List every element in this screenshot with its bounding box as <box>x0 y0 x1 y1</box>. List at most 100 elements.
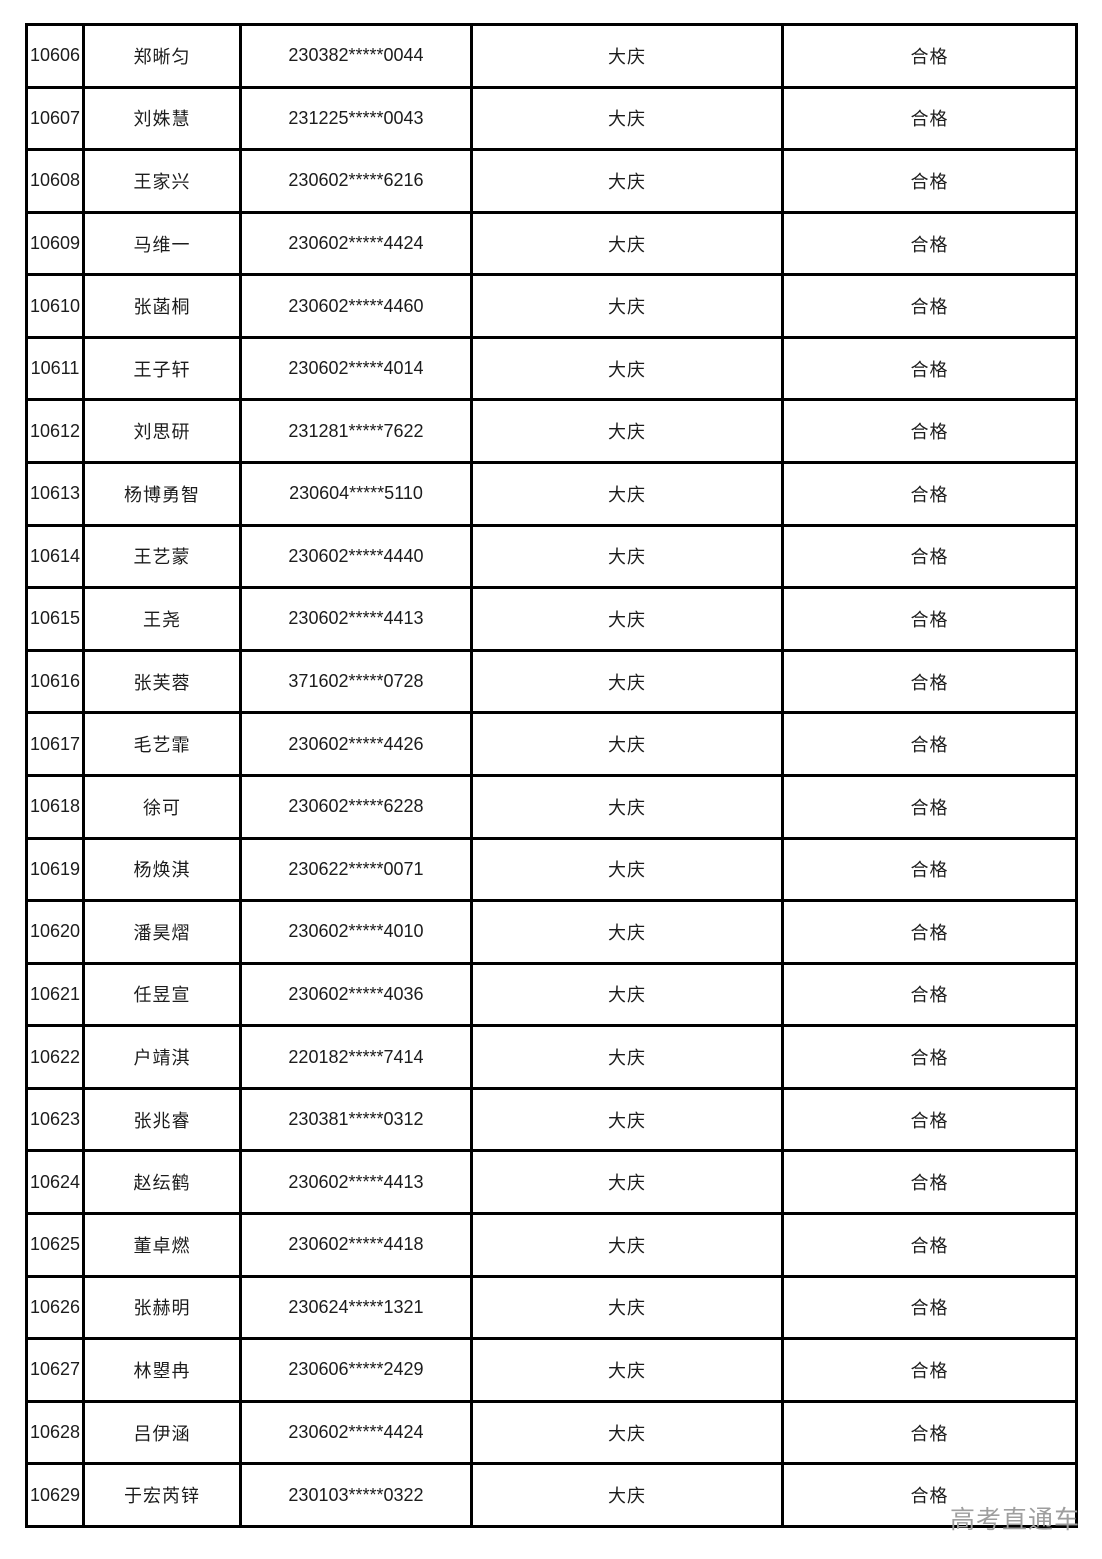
table-row: 10611 王子轩 230602*****4014 大庆 合格 <box>25 335 1078 402</box>
cell-name: 赵纭鹤 <box>82 1149 242 1215</box>
cell-result: 合格 <box>781 711 1078 777</box>
cell-no: 10619 <box>25 836 85 903</box>
table-row: 10621 任昱宣 230602*****4036 大庆 合格 <box>25 961 1078 1028</box>
cell-id: 230602*****4036 <box>239 961 473 1028</box>
cell-id: 230604*****5110 <box>239 461 473 527</box>
cell-city: 大庆 <box>470 899 784 965</box>
cell-city: 大庆 <box>470 1462 784 1528</box>
cell-result: 合格 <box>781 1337 1078 1403</box>
cell-city: 大庆 <box>470 961 784 1028</box>
cell-result: 合格 <box>781 961 1078 1028</box>
cell-no: 10624 <box>25 1149 85 1215</box>
cell-result: 合格 <box>781 273 1078 339</box>
cell-result: 合格 <box>781 210 1078 277</box>
cell-result: 合格 <box>781 398 1078 465</box>
cell-city: 大庆 <box>470 1274 784 1341</box>
cell-name: 刘思研 <box>82 398 242 465</box>
cell-name: 张菡桐 <box>82 273 242 339</box>
cell-name: 马维一 <box>82 210 242 277</box>
cell-city: 大庆 <box>470 523 784 590</box>
cell-no: 10610 <box>25 273 85 339</box>
cell-name: 于宏芮锌 <box>82 1462 242 1528</box>
table-row: 10620 潘昊熠 230602*****4010 大庆 合格 <box>25 899 1078 965</box>
cell-name: 吕伊涵 <box>82 1399 242 1466</box>
table-row: 10629 于宏芮锌 230103*****0322 大庆 合格 <box>25 1462 1078 1528</box>
cell-name: 王家兴 <box>82 148 242 214</box>
table-row: 10616 张芙蓉 371602*****0728 大庆 合格 <box>25 648 1078 715</box>
table-row: 10622 户靖淇 220182*****7414 大庆 合格 <box>25 1024 1078 1090</box>
cell-no: 10614 <box>25 523 85 590</box>
qualification-table-body: 10606 郑晰匀 230382*****0044 大庆 合格 10607 刘姝慧 23122… <box>25 23 1078 1528</box>
cell-name: 王艺蒙 <box>82 523 242 590</box>
cell-id: 230602*****4418 <box>239 1211 473 1278</box>
cell-city: 大庆 <box>470 148 784 214</box>
cell-result: 合格 <box>781 773 1078 840</box>
cell-city: 大庆 <box>470 648 784 715</box>
cell-result: 合格 <box>781 148 1078 214</box>
cell-city: 大庆 <box>470 836 784 903</box>
cell-no: 10611 <box>25 335 85 402</box>
cell-no: 10616 <box>25 648 85 715</box>
cell-name: 毛艺霏 <box>82 711 242 777</box>
cell-no: 10620 <box>25 899 85 965</box>
cell-id: 230606*****2429 <box>239 1337 473 1403</box>
cell-city: 大庆 <box>470 210 784 277</box>
table-row: 10624 赵纭鹤 230602*****4413 大庆 合格 <box>25 1149 1078 1215</box>
cell-result: 合格 <box>781 648 1078 715</box>
cell-result: 合格 <box>781 899 1078 965</box>
cell-city: 大庆 <box>470 85 784 152</box>
cell-result: 合格 <box>781 1462 1078 1528</box>
cell-no: 10627 <box>25 1337 85 1403</box>
cell-id: 230624*****1321 <box>239 1274 473 1341</box>
table-row: 10625 董卓燃 230602*****4418 大庆 合格 <box>25 1211 1078 1278</box>
cell-name: 张芙蓉 <box>82 648 242 715</box>
cell-result: 合格 <box>781 586 1078 652</box>
cell-id: 230602*****6216 <box>239 148 473 214</box>
cell-id: 230602*****4460 <box>239 273 473 339</box>
cell-name: 刘姝慧 <box>82 85 242 152</box>
cell-result: 合格 <box>781 836 1078 903</box>
cell-city: 大庆 <box>470 1399 784 1466</box>
cell-id: 230602*****4010 <box>239 899 473 965</box>
table-row: 10619 杨焕淇 230622*****0071 大庆 合格 <box>25 836 1078 903</box>
table-row: 10608 王家兴 230602*****6216 大庆 合格 <box>25 148 1078 214</box>
cell-no: 10608 <box>25 148 85 214</box>
cell-city: 大庆 <box>470 398 784 465</box>
cell-no: 10622 <box>25 1024 85 1090</box>
cell-id: 230602*****4440 <box>239 523 473 590</box>
cell-name: 潘昊熠 <box>82 899 242 965</box>
table-row: 10610 张菡桐 230602*****4460 大庆 合格 <box>25 273 1078 339</box>
cell-name: 徐可 <box>82 773 242 840</box>
cell-no: 10612 <box>25 398 85 465</box>
cell-city: 大庆 <box>470 1337 784 1403</box>
cell-name: 郑晰匀 <box>82 23 242 89</box>
table-row: 10607 刘姝慧 231225*****0043 大庆 合格 <box>25 85 1078 152</box>
cell-id: 230622*****0071 <box>239 836 473 903</box>
table-row: 10617 毛艺霏 230602*****4426 大庆 合格 <box>25 711 1078 777</box>
cell-no: 10623 <box>25 1086 85 1153</box>
cell-name: 王子轩 <box>82 335 242 402</box>
cell-no: 10607 <box>25 85 85 152</box>
cell-no: 10613 <box>25 461 85 527</box>
cell-city: 大庆 <box>470 23 784 89</box>
cell-name: 林曌冉 <box>82 1337 242 1403</box>
cell-no: 10617 <box>25 711 85 777</box>
cell-id: 230602*****4413 <box>239 1149 473 1215</box>
cell-no: 10615 <box>25 586 85 652</box>
cell-city: 大庆 <box>470 1211 784 1278</box>
cell-city: 大庆 <box>470 273 784 339</box>
qualification-table: 10606 郑晰匀 230382*****0044 大庆 合格 10607 刘姝慧 23122… <box>25 23 1078 1528</box>
cell-city: 大庆 <box>470 711 784 777</box>
cell-name: 户靖淇 <box>82 1024 242 1090</box>
cell-id: 231281*****7622 <box>239 398 473 465</box>
cell-no: 10621 <box>25 961 85 1028</box>
table-row: 10614 王艺蒙 230602*****4440 大庆 合格 <box>25 523 1078 590</box>
table-row: 10606 郑晰匀 230382*****0044 大庆 合格 <box>25 23 1078 89</box>
cell-id: 230602*****4426 <box>239 711 473 777</box>
cell-id: 230602*****4413 <box>239 586 473 652</box>
cell-result: 合格 <box>781 1211 1078 1278</box>
cell-result: 合格 <box>781 1024 1078 1090</box>
cell-name: 任昱宣 <box>82 961 242 1028</box>
cell-name: 杨焕淇 <box>82 836 242 903</box>
